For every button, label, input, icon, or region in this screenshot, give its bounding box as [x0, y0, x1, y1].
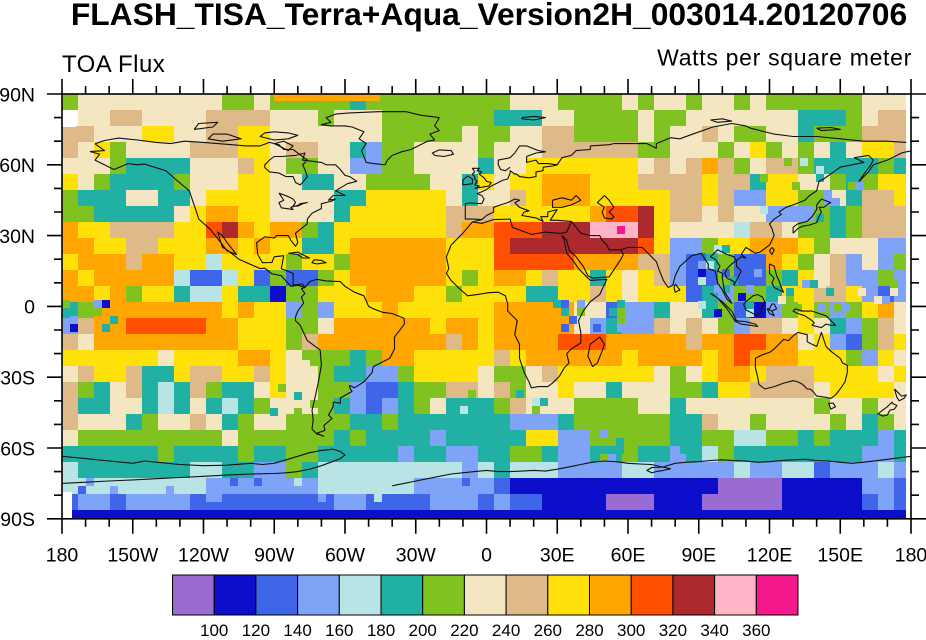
svg-text:320: 320	[659, 621, 687, 640]
svg-text:90N: 90N	[0, 84, 35, 106]
svg-text:280: 280	[575, 621, 603, 640]
svg-text:90S: 90S	[0, 509, 35, 531]
svg-text:150W: 150W	[107, 545, 159, 567]
svg-text:90W: 90W	[254, 545, 295, 567]
svg-text:FLASH_TISA_Terra+Aqua_Version2: FLASH_TISA_Terra+Aqua_Version2H_003014.2…	[71, 0, 907, 32]
svg-text:30N: 30N	[0, 226, 35, 248]
svg-text:160: 160	[325, 621, 353, 640]
svg-text:0: 0	[481, 545, 492, 567]
svg-text:180: 180	[46, 545, 79, 567]
svg-text:60S: 60S	[0, 438, 35, 460]
svg-text:60N: 60N	[0, 155, 35, 177]
svg-text:Watts per square meter: Watts per square meter	[657, 45, 912, 71]
svg-text:60W: 60W	[325, 545, 366, 567]
svg-text:360: 360	[742, 621, 770, 640]
svg-text:180: 180	[367, 621, 395, 640]
svg-text:90E: 90E	[681, 545, 716, 567]
svg-text:30W: 30W	[396, 545, 437, 567]
svg-text:30E: 30E	[540, 545, 575, 567]
svg-text:0: 0	[24, 297, 35, 319]
svg-text:200: 200	[409, 621, 437, 640]
svg-text:340: 340	[700, 621, 728, 640]
svg-text:240: 240	[492, 621, 520, 640]
svg-text:60E: 60E	[611, 545, 646, 567]
svg-text:260: 260	[534, 621, 562, 640]
svg-text:180: 180	[895, 545, 926, 567]
svg-text:140: 140	[283, 621, 311, 640]
svg-text:300: 300	[617, 621, 645, 640]
svg-text:TOA Flux: TOA Flux	[62, 51, 165, 78]
svg-text:30S: 30S	[0, 368, 35, 390]
svg-text:120W: 120W	[178, 545, 230, 567]
svg-text:120: 120	[242, 621, 270, 640]
svg-text:220: 220	[450, 621, 478, 640]
svg-text:150E: 150E	[817, 545, 863, 567]
svg-text:100: 100	[200, 621, 228, 640]
svg-text:120E: 120E	[747, 545, 793, 567]
